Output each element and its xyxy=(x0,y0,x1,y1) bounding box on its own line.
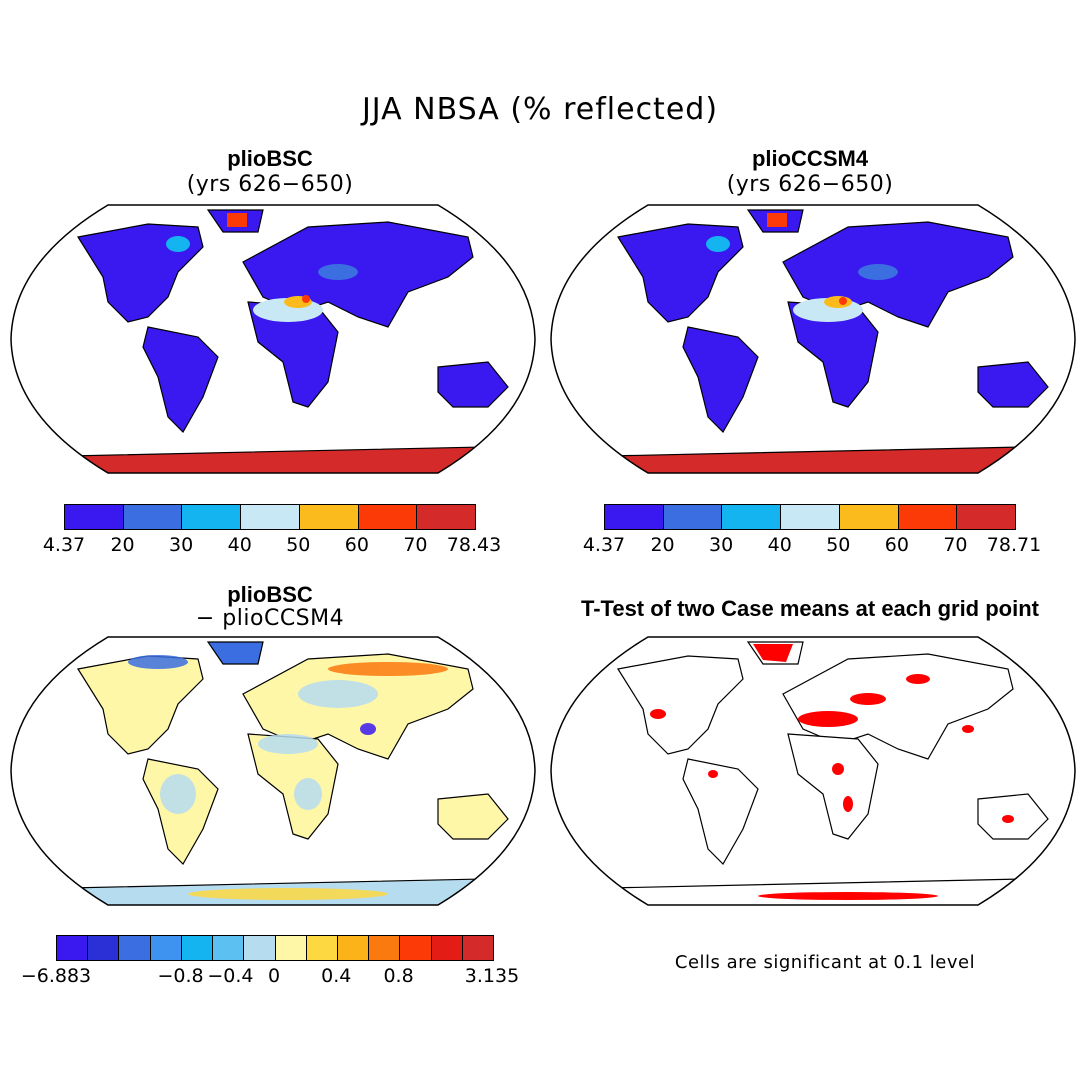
significant-cells xyxy=(650,644,1014,900)
colorbar-pliobsc xyxy=(64,504,476,530)
colorbar-cell xyxy=(369,936,401,960)
colorbar-tick-label: 78.43 xyxy=(446,534,502,556)
colorbar-tick-label: 3.135 xyxy=(464,965,520,987)
panel-1-subtitle: (yrs 626−650) xyxy=(186,172,354,197)
colorbar-cell xyxy=(241,505,300,529)
colorbar-tick-label: 30 xyxy=(169,534,194,556)
colorbar-cell xyxy=(957,505,1016,529)
colorbar-tick-label: −6.883 xyxy=(20,965,92,987)
panel-3-subtitle: − plioCCSM4 xyxy=(195,606,345,631)
land-fill xyxy=(597,209,1075,473)
map-significance xyxy=(550,636,1076,906)
colorbar-cell xyxy=(337,936,370,960)
colorbar-tick-label: 4.37 xyxy=(42,534,86,556)
desert-highlights xyxy=(706,213,898,322)
colorbar-cell xyxy=(119,936,151,960)
colorbar-cell xyxy=(400,936,432,960)
colorbar-tick-label: 30 xyxy=(709,534,734,556)
panel-1-title: plioBSC xyxy=(227,146,313,171)
colorbar-tick-label: 50 xyxy=(826,534,851,556)
map-plioccsm4 xyxy=(550,204,1076,474)
figure-title: JJA NBSA (% reflected) xyxy=(361,92,719,127)
colorbar-tick-label: 0.4 xyxy=(321,965,352,987)
colorbar-tick-label: 0.8 xyxy=(383,965,414,987)
colorbar-tick-label: 60 xyxy=(884,534,909,556)
land-fill xyxy=(57,209,535,473)
colorbar-tick-label: −0.8 xyxy=(157,965,204,987)
panel-2-subtitle: (yrs 626−650) xyxy=(726,172,894,197)
colorbar-cell xyxy=(358,505,418,529)
colorbar-tick-label: 60 xyxy=(344,534,369,556)
colorbar-cell xyxy=(182,505,242,529)
colorbar-tick-label: −0.4 xyxy=(207,965,254,987)
colorbar-tick-label: 70 xyxy=(943,534,968,556)
colorbar-cell xyxy=(57,936,89,960)
panel-4-title: T-Test of two Case means at each grid po… xyxy=(580,596,1039,621)
colorbar-cell xyxy=(605,505,664,529)
colorbar-cell xyxy=(213,936,245,960)
colorbar-tick-label: 20 xyxy=(110,534,135,556)
colorbar-cell xyxy=(781,505,840,529)
colorbar-cell xyxy=(123,505,183,529)
significance-note: Cells are significant at 0.1 level xyxy=(674,952,976,973)
colorbar-tick-label: 78.71 xyxy=(986,534,1042,556)
colorbar-tick-label: 50 xyxy=(286,534,311,556)
colorbar-cell xyxy=(275,936,307,960)
colorbar-cell xyxy=(299,505,359,529)
colorbar-cell xyxy=(462,936,494,960)
difference-patches xyxy=(128,655,448,900)
colorbar-cell xyxy=(431,936,463,960)
colorbar-cell xyxy=(181,936,214,960)
colorbar-cell xyxy=(88,936,120,960)
colorbar-cell xyxy=(898,505,958,529)
colorbar-tick-label: 0 xyxy=(267,965,281,987)
colorbar-difference xyxy=(56,935,494,961)
colorbar-cell xyxy=(65,505,124,529)
colorbar-tick-label: 40 xyxy=(227,534,252,556)
colorbar-tick-label: 40 xyxy=(767,534,792,556)
panel-2-title: plioCCSM4 xyxy=(751,146,869,171)
colorbar-plioccsm4 xyxy=(604,504,1016,530)
colorbar-tick-label: 4.37 xyxy=(582,534,626,556)
map-difference xyxy=(10,636,536,906)
panel-3-title: plioBSC xyxy=(227,582,313,607)
land-fill xyxy=(57,641,535,905)
colorbar-tick-label: 70 xyxy=(403,534,428,556)
colorbar-cell xyxy=(150,936,182,960)
colorbar-tick-label: 20 xyxy=(650,534,675,556)
colorbar-cell xyxy=(306,936,338,960)
colorbar-cell xyxy=(244,936,276,960)
colorbar-cell xyxy=(417,505,476,529)
colorbar-cell xyxy=(663,505,723,529)
colorbar-cell xyxy=(839,505,899,529)
map-pliobsc xyxy=(10,204,536,474)
desert-highlights xyxy=(166,213,358,322)
colorbar-cell xyxy=(722,505,782,529)
